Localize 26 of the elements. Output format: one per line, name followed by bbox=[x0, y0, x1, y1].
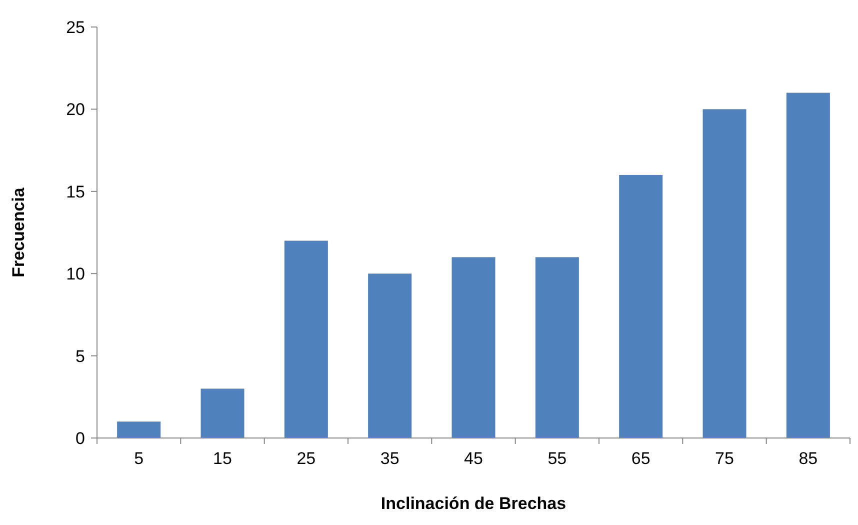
bar bbox=[117, 422, 161, 438]
y-axis-title: Frecuencia bbox=[9, 187, 28, 278]
y-tick-label: 15 bbox=[66, 182, 85, 202]
x-tick-label: 75 bbox=[715, 449, 734, 468]
x-tick-label: 5 bbox=[134, 449, 144, 468]
x-axis-title: Inclinación de Brechas bbox=[380, 494, 566, 513]
x-tick-label: 25 bbox=[296, 449, 316, 468]
bar bbox=[452, 257, 496, 438]
x-tick-label: 45 bbox=[464, 449, 483, 468]
bar bbox=[200, 388, 244, 438]
y-tick-label: 10 bbox=[66, 264, 85, 284]
bar bbox=[535, 257, 579, 438]
y-tick-label: 5 bbox=[76, 346, 85, 366]
y-tick-label: 0 bbox=[76, 428, 85, 448]
bar bbox=[368, 274, 412, 438]
x-tick-label: 35 bbox=[380, 449, 400, 468]
bar bbox=[619, 174, 663, 438]
x-tick-label: 15 bbox=[213, 449, 232, 468]
bar bbox=[284, 240, 328, 438]
bar bbox=[786, 92, 830, 438]
x-tick-label: 65 bbox=[631, 449, 650, 468]
x-tick-label: 55 bbox=[548, 449, 567, 468]
x-tick-label: 85 bbox=[798, 449, 818, 468]
y-tick-label: 25 bbox=[66, 18, 85, 37]
bar bbox=[702, 109, 746, 438]
y-tick-label: 20 bbox=[66, 100, 85, 120]
